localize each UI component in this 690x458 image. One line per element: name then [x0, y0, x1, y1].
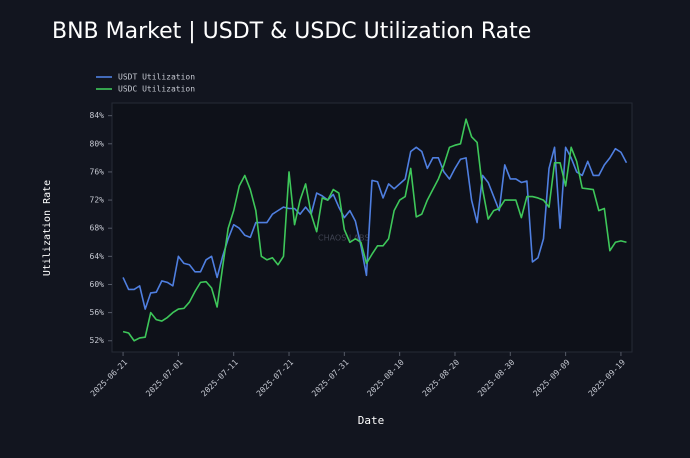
y-tick-label: 76% — [90, 167, 105, 176]
watermark: CHAOS LABS — [318, 234, 369, 243]
y-axis-label: Utilization Rate — [42, 180, 53, 276]
y-tick-label: 80% — [90, 139, 105, 148]
series-line — [122, 146, 628, 310]
y-tick-label: 68% — [90, 224, 105, 233]
plot-area — [111, 102, 633, 353]
y-tick-label: 60% — [90, 280, 105, 289]
y-tick-label: 64% — [90, 252, 105, 261]
chart-title: BNB Market | USDT & USDC Utilization Rat… — [52, 19, 531, 44]
y-tick-label: 56% — [90, 308, 105, 317]
series-line — [122, 118, 627, 342]
legend-label: USDT Utilization — [118, 73, 195, 82]
y-tick-label: 84% — [90, 111, 105, 120]
x-axis-label: Date — [358, 414, 385, 427]
legend-label: USDC Utilization — [118, 85, 195, 94]
y-tick-label: 72% — [90, 196, 105, 205]
y-tick-label: 52% — [90, 336, 105, 345]
